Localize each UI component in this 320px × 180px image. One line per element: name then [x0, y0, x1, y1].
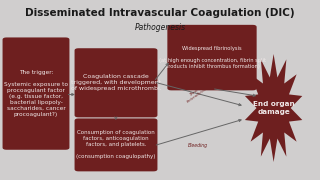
Text: Thrombi
(microthrombi): Thrombi (microthrombi) — [183, 79, 214, 104]
Text: Bleeding: Bleeding — [228, 84, 248, 89]
Text: End organ
damage: End organ damage — [253, 101, 294, 115]
FancyBboxPatch shape — [167, 25, 257, 90]
Text: Disseminated Intravascular Coagulation (DIC): Disseminated Intravascular Coagulation (… — [25, 8, 295, 18]
Text: Bleeding: Bleeding — [188, 143, 208, 148]
Text: The trigger:

Systemic exposure to
procoagulant factor
(e.g. tissue factor,
bact: The trigger: Systemic exposure to procoa… — [4, 70, 68, 117]
Text: Widespread fibrinolysis

(at high enough concentration, fibrin split
products in: Widespread fibrinolysis (at high enough … — [158, 46, 266, 69]
Text: Coagulation cascade
triggered, with development
of widespread microthrombi.: Coagulation cascade triggered, with deve… — [71, 74, 161, 91]
FancyBboxPatch shape — [3, 37, 69, 150]
Text: Consumption of coagulation
factors, anticoagulation
factors, and platelets.

(co: Consumption of coagulation factors, anti… — [76, 130, 156, 159]
FancyBboxPatch shape — [75, 118, 157, 171]
Text: Pathogenesis: Pathogenesis — [134, 22, 186, 32]
FancyBboxPatch shape — [75, 48, 157, 117]
Polygon shape — [245, 54, 302, 162]
